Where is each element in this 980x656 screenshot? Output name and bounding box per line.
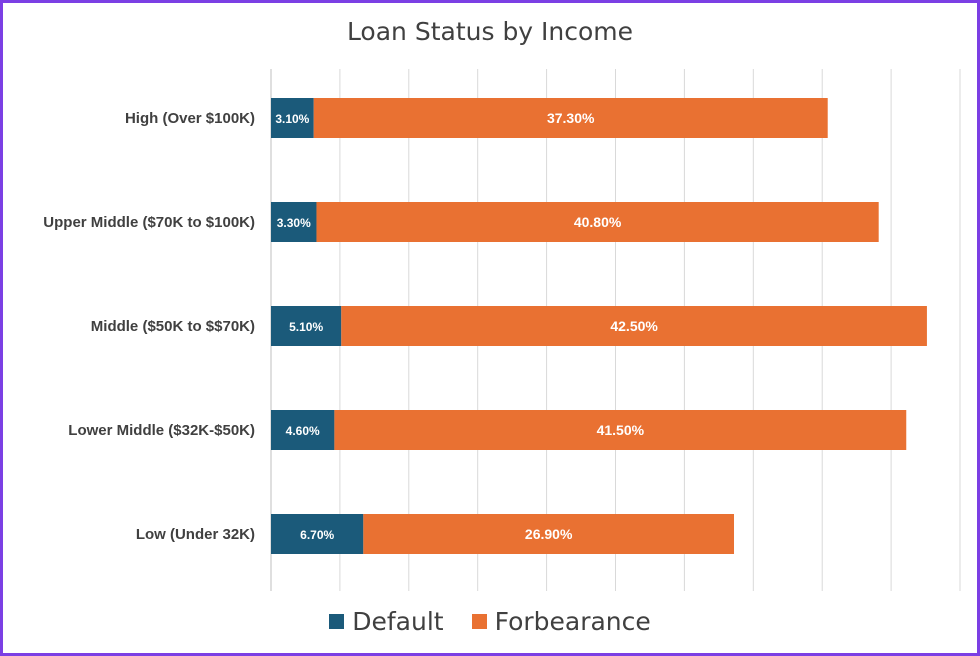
data-label: 6.70% [300, 528, 334, 542]
bar-forbearance [341, 306, 927, 346]
legend-label-default: Default [352, 607, 444, 636]
bar-default [271, 202, 317, 242]
category-label: High (Over $100K) [125, 110, 255, 127]
bar-forbearance [313, 98, 828, 138]
category-label: Upper Middle ($70K to $100K) [43, 214, 255, 231]
chart-title: Loan Status by Income [346, 17, 634, 46]
data-label: 3.10% [275, 112, 309, 126]
legend-label-forbearance: Forbearance [494, 607, 651, 636]
data-label: 3.30% [277, 216, 311, 230]
bar-default [271, 306, 342, 346]
bar-forbearance [363, 514, 735, 554]
category-label: Low (Under 32K) [136, 526, 255, 543]
data-label: 42.50% [610, 318, 658, 334]
legend-item-forbearance: Forbearance [471, 607, 651, 636]
chart-legend: Default Forbearance [3, 607, 977, 636]
data-label: 40.80% [574, 214, 622, 230]
data-label: 4.60% [286, 424, 320, 438]
legend-swatch-forbearance [471, 614, 487, 629]
bar-default [271, 98, 314, 138]
data-label: 5.10% [289, 320, 323, 334]
chart-plot: High (Over $100K) 3.10% 37.30% Upper Middle… [43, 69, 961, 591]
data-label: 26.90% [525, 526, 573, 542]
data-label: 37.30% [547, 110, 595, 126]
data-label: 41.50% [597, 422, 645, 438]
bar-default [271, 410, 335, 450]
bar-forbearance [334, 410, 907, 450]
legend-item-default: Default [329, 607, 444, 636]
category-label: Middle ($50K to $$70K) [91, 318, 255, 335]
bar-default [271, 514, 364, 554]
category-label: Lower Middle ($32K-$50K) [68, 422, 255, 439]
legend-swatch-default [329, 614, 345, 629]
bar-forbearance [316, 202, 879, 242]
